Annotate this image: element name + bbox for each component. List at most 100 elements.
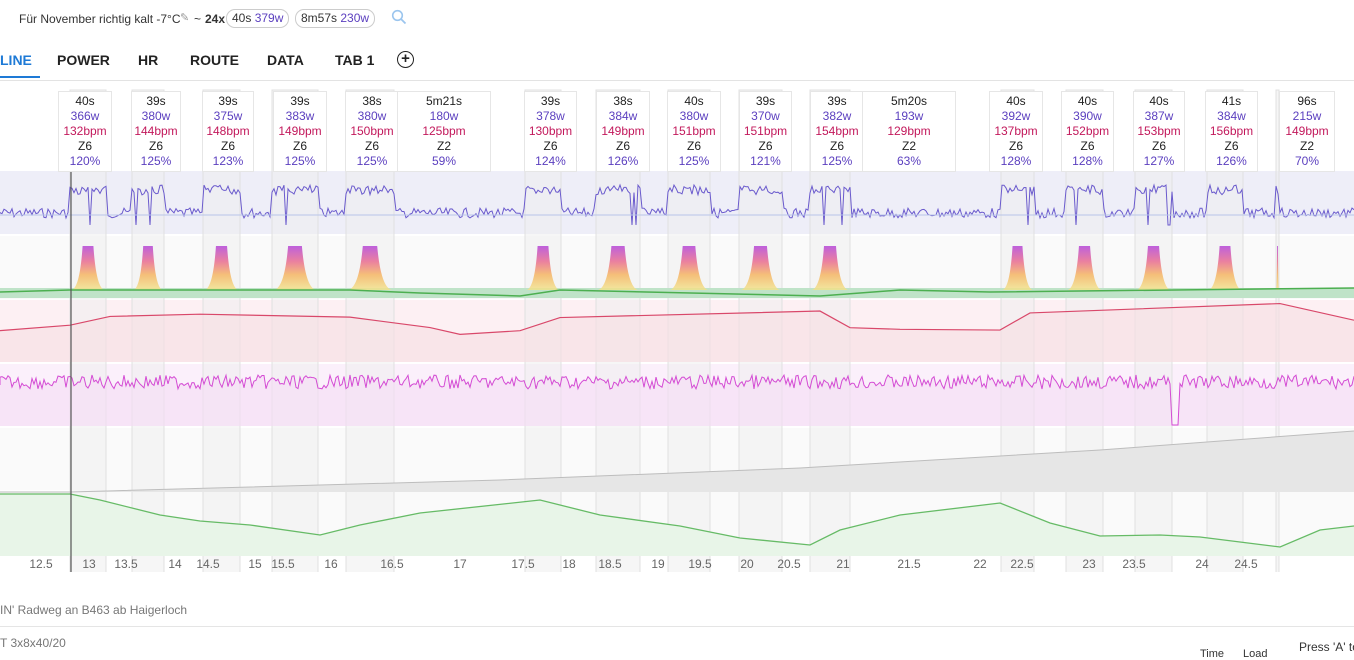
pill-duration: 8m57s <box>301 11 338 25</box>
tab-hr[interactable]: HR <box>138 52 159 68</box>
distance-tick: 18.5 <box>598 557 622 571</box>
interval-heart-rate: 149bpm <box>1285 124 1329 138</box>
pill-duration: 40s <box>232 11 252 25</box>
interval-heart-rate: 132bpm <box>63 124 107 138</box>
interval-duration: 39s <box>146 94 166 108</box>
interval-watts: 392w <box>1001 109 1031 123</box>
distance-tick: 24 <box>1195 557 1209 571</box>
interval-duration: 39s <box>540 94 561 108</box>
distance-tick: 14 <box>168 557 182 571</box>
zone-line <box>0 287 1354 297</box>
distance-tick: 12.5 <box>29 557 53 571</box>
interval-card[interactable]: 40s 366w 132bpm Z6 120% <box>58 91 112 172</box>
interval-duration: 96s <box>1297 94 1317 108</box>
zone-peak <box>348 246 392 290</box>
interval-card[interactable]: 40s 390w 152bpm Z6 128% <box>1061 91 1114 172</box>
interval-zone: Z6 <box>1080 139 1095 153</box>
zone-peak <box>670 246 708 290</box>
interval-zone: Z6 <box>758 139 773 153</box>
interval-heart-rate: 156bpm <box>1209 124 1254 138</box>
interval-watts: 215w <box>1292 109 1322 123</box>
zone-peak <box>274 246 316 290</box>
interval-card[interactable]: 96s 215w 149bpm Z2 70% <box>1279 91 1335 172</box>
interval-ftp-percent: 128% <box>1000 154 1032 168</box>
tab-tab-1[interactable]: TAB 1 <box>335 52 375 68</box>
search-icon[interactable] <box>391 9 407 25</box>
interval-watts: 375w <box>213 109 243 123</box>
interval-watts: 378w <box>536 109 565 123</box>
interval-card[interactable]: 39s 383w 149bpm Z6 125% <box>273 91 327 172</box>
distance-area <box>0 431 1354 492</box>
add-tab-icon[interactable]: + <box>397 51 414 68</box>
interval-card[interactable]: 39s 382w 154bpm Z6 125% <box>810 91 864 172</box>
edit-icon[interactable]: ✎ <box>180 12 190 24</box>
active-tab-indicator <box>0 76 40 78</box>
interval-card[interactable]: 5m20s 193w 129bpm Z2 63% <box>862 91 956 172</box>
interval-watts: 370w <box>751 109 780 123</box>
interval-ftp-percent: 127% <box>1143 154 1175 168</box>
interval-heart-rate: 149bpm <box>601 124 645 138</box>
interval-ftp-percent: 123% <box>212 154 244 168</box>
interval-card[interactable]: 40s 387w 153bpm Z6 127% <box>1133 91 1185 172</box>
distance-tick: 19 <box>651 557 665 571</box>
zone-peak <box>1067 246 1102 290</box>
workout-name[interactable]: T 3x8x40/20 <box>0 636 66 650</box>
rest-summary-pill[interactable]: 8m57s 230w <box>295 9 376 28</box>
interval-card[interactable]: 40s 380w 151bpm Z6 125% <box>667 91 721 172</box>
distance-tick: 13.5 <box>114 557 138 571</box>
tab-data[interactable]: DATA <box>267 52 304 68</box>
interval-ftp-percent: 70% <box>1294 154 1320 168</box>
interval-heart-rate: 144bpm <box>134 124 178 138</box>
interval-card[interactable]: 39s 378w 130bpm Z6 124% <box>524 91 577 172</box>
interval-ftp-percent: 125% <box>356 154 388 168</box>
zone-peak <box>133 246 163 290</box>
interval-card[interactable]: 41s 384w 156bpm Z6 126% <box>1205 91 1258 172</box>
interval-zone: Z6 <box>1224 139 1239 153</box>
interval-card[interactable]: 39s 370w 151bpm Z6 121% <box>739 91 792 172</box>
interval-watts: 366w <box>70 109 100 123</box>
interval-heart-rate: 151bpm <box>743 124 788 138</box>
distance-tick: 15 <box>248 557 262 571</box>
interval-duration: 40s <box>75 94 95 108</box>
interval-duration: 5m21s <box>425 94 463 108</box>
tab-power[interactable]: POWER <box>57 52 110 68</box>
distance-tick: 20.5 <box>777 557 801 571</box>
interval-watts: 380w <box>679 109 709 123</box>
distance-tick: 17 <box>453 557 467 571</box>
interval-watts: 380w <box>141 109 171 123</box>
zone-peak <box>598 246 638 290</box>
distance-tick: 15.5 <box>271 557 295 571</box>
interval-duration: 40s <box>1006 94 1026 108</box>
interval-zone: Z6 <box>1151 139 1166 153</box>
interval-summary-pill[interactable]: 40s 379w <box>226 9 290 28</box>
activity-title[interactable]: Für November richtig kalt -7°C <box>19 12 181 26</box>
distance-tick: 17.5 <box>511 557 535 571</box>
zone-peak <box>741 246 780 290</box>
interval-watts: 384w <box>1217 109 1246 123</box>
interval-watts: 383w <box>285 109 315 123</box>
interval-card[interactable]: 5m21s 180w 125bpm Z2 59% <box>397 91 491 172</box>
distance-tick: 21 <box>836 557 850 571</box>
keyboard-hint: Press 'A' to <box>1299 640 1354 654</box>
zone-peak <box>71 246 105 290</box>
tab-route[interactable]: ROUTE <box>190 52 239 68</box>
interval-heart-rate: 153bpm <box>1137 124 1181 138</box>
interval-duration: 39s <box>755 94 776 108</box>
interval-card[interactable]: 39s 380w 144bpm Z6 125% <box>131 91 181 172</box>
interval-card[interactable]: 40s 392w 137bpm Z6 128% <box>989 91 1043 172</box>
route-name[interactable]: IN' Radweg an B463 ab Haigerloch <box>0 603 188 617</box>
zone-peak <box>204 246 239 290</box>
distance-tick: 24.5 <box>1234 557 1258 571</box>
interval-zone: Z2 <box>1299 139 1314 153</box>
interval-card[interactable]: 39s 375w 148bpm Z6 123% <box>202 91 254 172</box>
hr-line <box>0 302 1354 335</box>
cadence-line <box>0 373 1354 426</box>
activity-chart[interactable]: 12.5 13 13.5 14 14.5 15 15.5 16 16.5 17 17.5 18 18.5… <box>0 82 1354 572</box>
interval-card[interactable]: 38s 380w 150bpm Z6 125% <box>345 91 399 172</box>
interval-heart-rate: 130bpm <box>528 124 573 138</box>
interval-card[interactable]: 38s 384w 149bpm Z6 126% <box>596 91 650 172</box>
activity-header: Für November richtig kalt -7°C ✎ ~ 24x 4… <box>0 0 1354 38</box>
tab-line[interactable]: LINE <box>0 52 32 68</box>
interval-duration: 40s <box>1149 94 1169 108</box>
interval-ftp-percent: 124% <box>535 154 566 168</box>
